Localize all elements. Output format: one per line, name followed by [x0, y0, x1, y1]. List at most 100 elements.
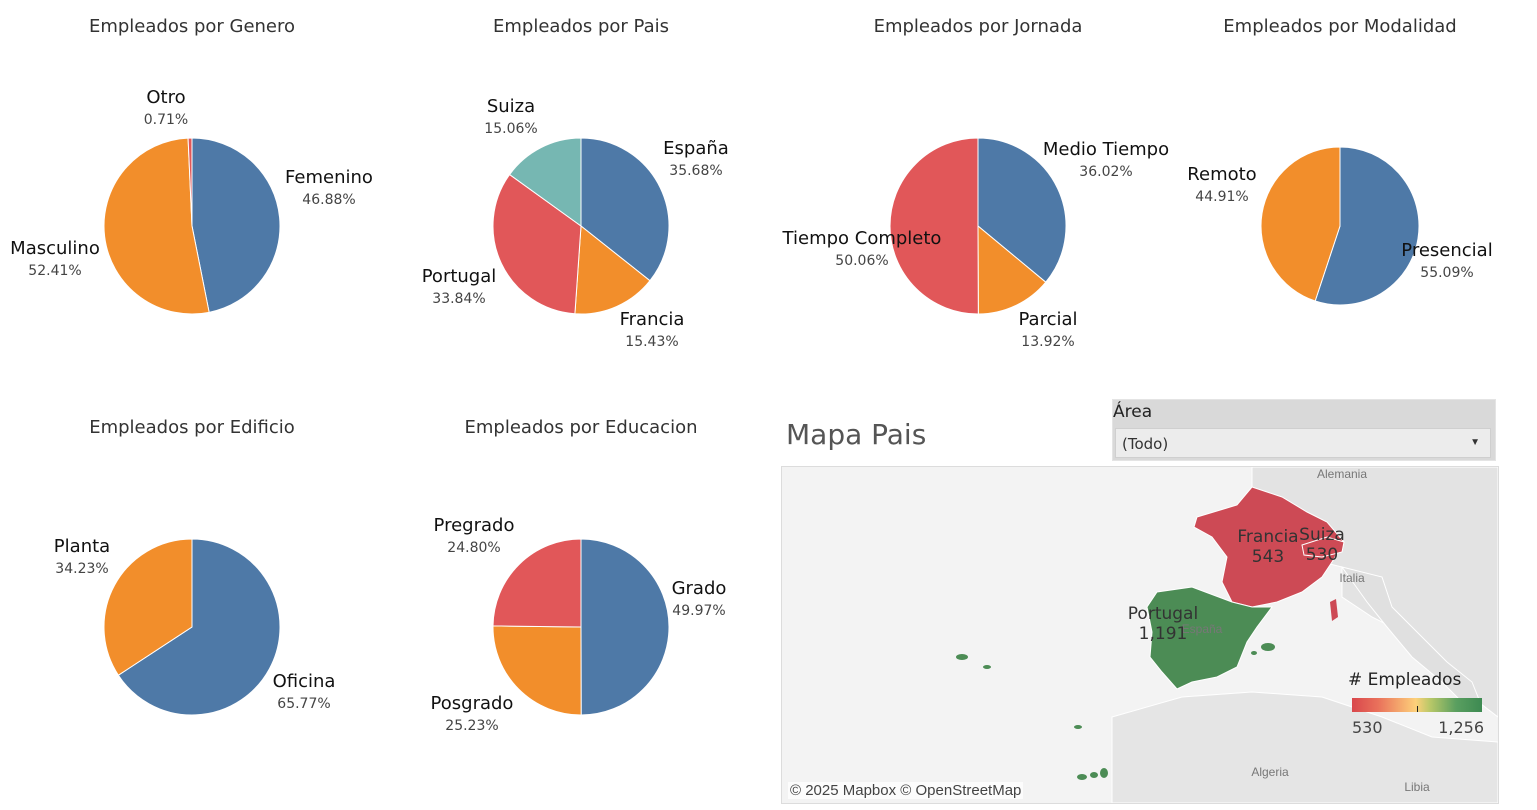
pie-slice-portugal[interactable]: [492, 173, 582, 315]
pie-chart-empleados-por-genero[interactable]: [102, 136, 282, 316]
slice-label-name: Tiempo Completo: [782, 228, 942, 249]
slice-label: Femenino 46.88%: [285, 167, 373, 208]
slice-label-name: Presencial: [1401, 240, 1493, 261]
slice-label-percent: 49.97%: [672, 603, 726, 619]
map-island-ibiza: [1251, 651, 1257, 655]
slice-label: Masculino 52.41%: [10, 238, 100, 279]
country-value: 530: [1305, 545, 1339, 566]
legend-min: 530: [1352, 718, 1383, 737]
map-country-suiza[interactable]: [1301, 536, 1345, 558]
pie-slice-oficina[interactable]: [117, 538, 281, 716]
pie-slice-presencial[interactable]: [1314, 146, 1420, 306]
legend-max: 1,256: [1438, 718, 1484, 737]
slice-label-percent: 15.06%: [484, 121, 538, 137]
map-attribution[interactable]: © 2025 Mapbox © OpenStreetMap: [788, 782, 1024, 799]
slice-label-name: Femenino: [285, 167, 373, 188]
slice-label-name: Grado: [671, 578, 727, 599]
slice-label: Grado 49.97%: [671, 578, 727, 619]
slice-label-name: Medio Tiempo: [1042, 139, 1170, 160]
slice-label-percent: 25.23%: [445, 718, 499, 734]
country-value: 543: [1251, 547, 1285, 568]
chart-title: Empleados por Modalidad: [1223, 16, 1457, 37]
map-title: Mapa Pais: [786, 418, 927, 451]
slice-label-name: Oficina: [272, 671, 336, 692]
slice-label-percent: 13.92%: [1021, 334, 1075, 350]
slice-label: Tiempo Completo 50.06%: [782, 228, 942, 269]
pie-slice-tiempo-completo[interactable]: [889, 137, 979, 315]
slice-label-name: Posgrado: [430, 693, 514, 714]
pie-slice-planta[interactable]: [103, 538, 193, 676]
color-legend: # Empleados 530 1,256: [1348, 670, 1488, 737]
map-island-azores: [956, 654, 968, 660]
pie-chart-empleados-por-jornada[interactable]: [888, 136, 1068, 316]
country-label-suiza: Suiza 530: [1299, 525, 1345, 566]
area-filter-dropdown[interactable]: (Todo) ▼: [1115, 428, 1491, 458]
area-filter-value: (Todo): [1122, 435, 1169, 453]
chart-title: Empleados por Genero: [88, 16, 296, 37]
pie-slice-otro[interactable]: [187, 137, 193, 227]
slice-label-percent: 52.41%: [28, 263, 82, 279]
chart-title: Empleados por Jornada: [873, 16, 1083, 37]
map-land-africa: [1111, 691, 1498, 803]
pie-slice-grado[interactable]: [580, 538, 670, 716]
slice-label: Otro 0.71%: [143, 89, 189, 128]
slice-label: Posgrado 25.23%: [430, 693, 514, 734]
pie-chart-empleados-por-edificio[interactable]: [102, 537, 282, 717]
pie-slice-pregrado[interactable]: [492, 538, 582, 628]
map-island-corsica: [1330, 599, 1338, 621]
map-island-madeira: [1074, 725, 1082, 729]
slice-label-percent: 65.77%: [277, 696, 331, 712]
legend-gradient: [1352, 698, 1482, 712]
country-name: Francia: [1237, 527, 1299, 547]
geo-label-espana: España: [1181, 622, 1223, 636]
area-filter-label: Área: [1113, 402, 1153, 422]
pie-slice-masculino[interactable]: [103, 137, 210, 315]
slice-label-percent: 46.88%: [302, 192, 356, 208]
map-island-canarias-1: [1077, 774, 1087, 780]
slice-label-percent: 34.23%: [55, 561, 109, 577]
slice-label: Parcial 13.92%: [1018, 311, 1077, 350]
chart-title: Empleados por Edificio: [89, 417, 295, 438]
country-label-francia: Francia 543: [1237, 527, 1298, 568]
pie-chart-empleados-por-pais[interactable]: [491, 136, 671, 316]
map-land-italy: [1340, 566, 1483, 708]
chart-title: Empleados por Pais: [493, 16, 669, 37]
pie-chart-empleados-por-educacion[interactable]: [491, 537, 671, 717]
slice-label: Presencial 55.09%: [1401, 240, 1493, 281]
slice-label-name: España: [663, 138, 729, 159]
map-island-canarias-2: [1090, 772, 1098, 778]
slice-label-name: Masculino: [10, 238, 100, 259]
slice-label-name: Planta: [53, 536, 111, 557]
pie-slice-francia[interactable]: [574, 225, 651, 315]
pie-slice-suiza[interactable]: [508, 137, 582, 227]
slice-label-name: Portugal: [421, 266, 497, 287]
pie-slice-españa[interactable]: [580, 137, 670, 282]
pie-slice-parcial[interactable]: [977, 224, 1047, 315]
slice-label: Remoto 44.91%: [1187, 164, 1257, 205]
pie-slice-posgrado[interactable]: [492, 625, 582, 716]
slice-label: Medio Tiempo 36.02%: [1042, 139, 1170, 180]
chart-title: Empleados por Educacion: [464, 417, 698, 438]
map-island-baleares: [1261, 643, 1275, 651]
pie-slice-remoto[interactable]: [1260, 146, 1341, 302]
legend-tick: [1417, 706, 1418, 712]
slice-label-percent: 35.68%: [669, 163, 723, 179]
geo-label-italia: Italia: [1339, 571, 1365, 585]
map-country-iberia[interactable]: [1146, 586, 1273, 690]
slice-label-percent: 44.91%: [1195, 189, 1249, 205]
chevron-down-icon[interactable]: ▼: [1470, 437, 1480, 448]
country-map[interactable]: Alemania Italia España Algeria Libia Fra…: [781, 466, 1499, 804]
slice-label-name: Remoto: [1187, 164, 1257, 185]
map-island-azores-2: [983, 665, 991, 669]
geo-label-libia: Libia: [1404, 780, 1430, 794]
slice-label: Francia 15.43%: [620, 311, 685, 350]
map-canvas: [782, 467, 1498, 803]
pie-slice-medio-tiempo[interactable]: [977, 137, 1067, 283]
country-name: Portugal: [1127, 604, 1199, 624]
pie-chart-empleados-por-modalidad[interactable]: [1259, 145, 1421, 307]
slice-label-percent: 0.71%: [143, 112, 189, 128]
slice-label: Portugal 33.84%: [421, 266, 497, 307]
pie-slice-femenino[interactable]: [191, 137, 281, 313]
map-country-francia[interactable]: [1193, 486, 1345, 608]
slice-label-percent: 36.02%: [1079, 164, 1133, 180]
